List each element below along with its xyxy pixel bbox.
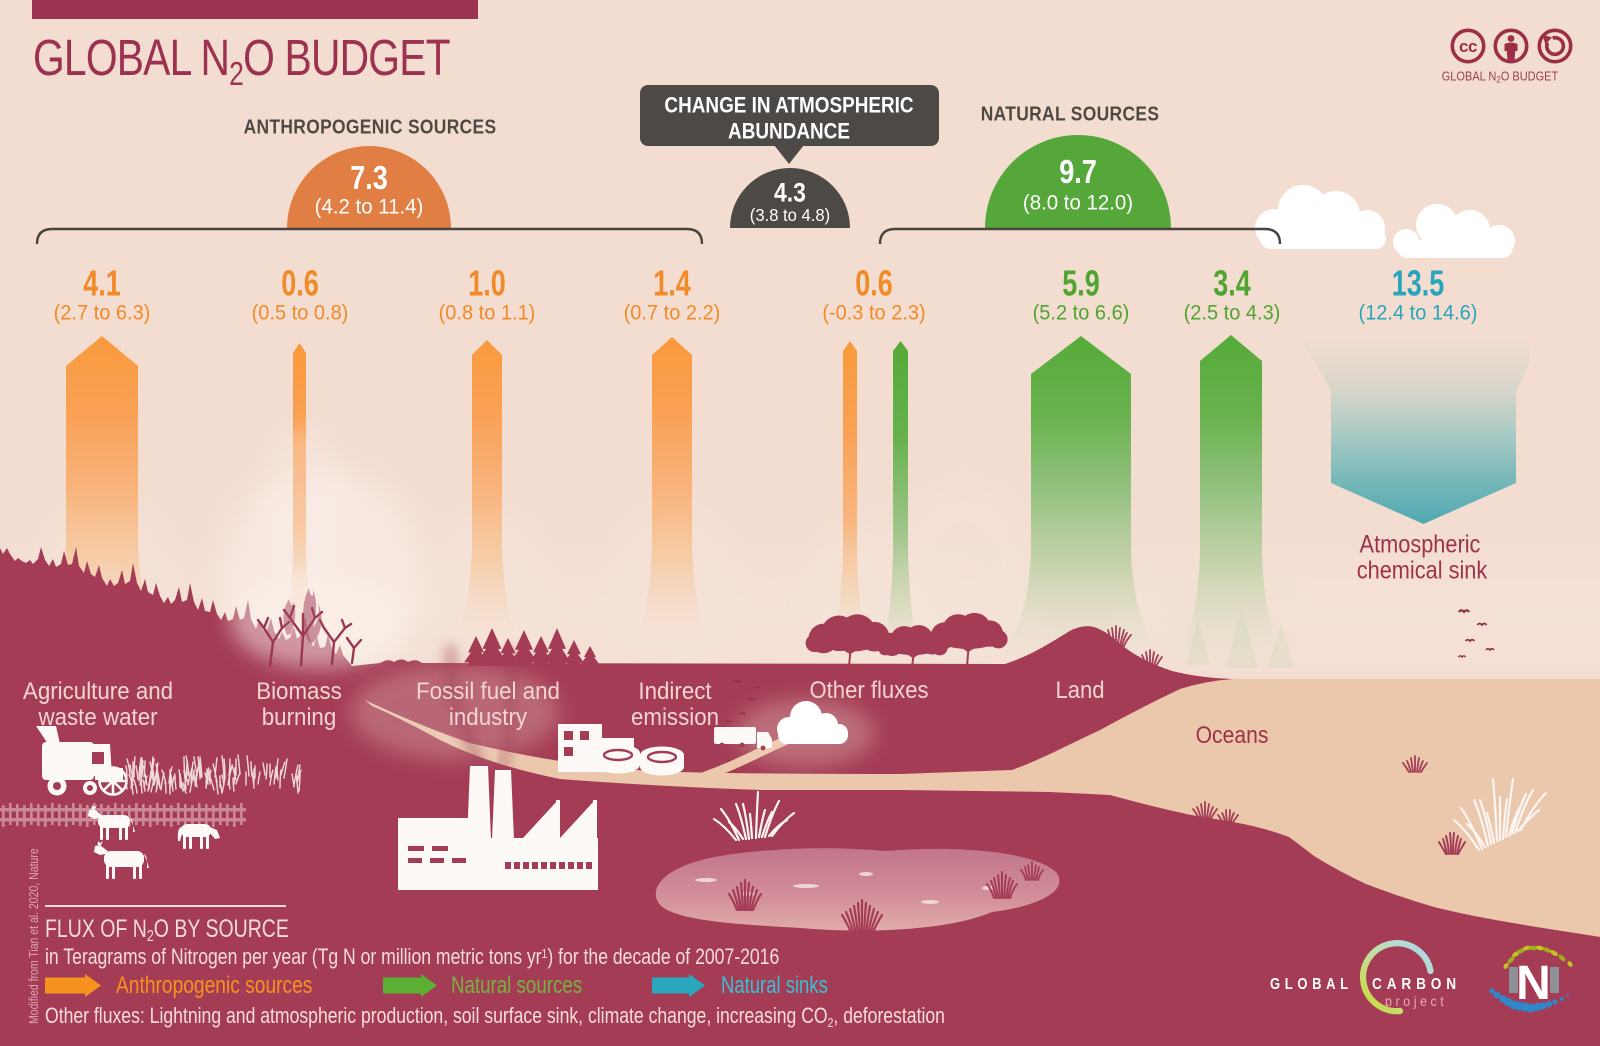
svg-text:cc: cc [1459, 37, 1477, 56]
svg-text:N: N [1516, 957, 1551, 1010]
